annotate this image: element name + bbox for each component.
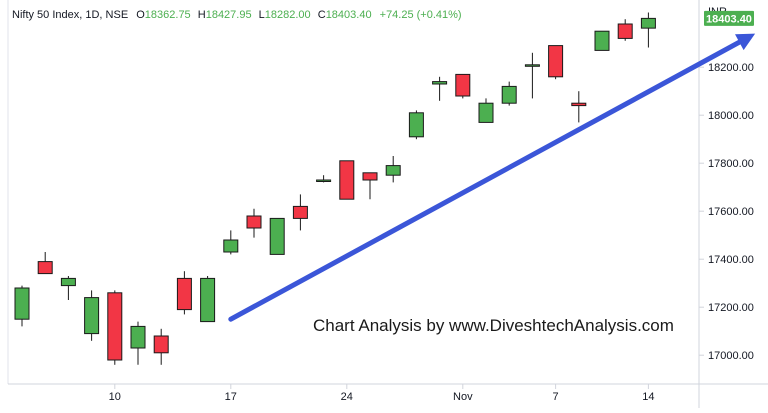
candle-body-up[interactable]	[14, 287, 30, 320]
y-tick-label: 17800.00	[708, 158, 754, 170]
candle-body-down[interactable]	[548, 45, 564, 78]
candle-body-up[interactable]	[408, 112, 424, 138]
candle-body-down[interactable]	[107, 292, 123, 361]
x-axis-ticks: 10 17 24 Nov 7 14	[109, 384, 655, 403]
change-value: +74.25 (+0.41%)	[380, 9, 462, 21]
y-tick-label: 18000.00	[708, 110, 754, 122]
last-price-badge-text: 18403.40	[706, 13, 752, 25]
candle-body-down[interactable]	[176, 277, 192, 311]
close-value: 18403.40	[326, 9, 372, 21]
candle-body-up[interactable]	[200, 277, 216, 323]
candle-body-down[interactable]	[339, 160, 355, 200]
y-tick-label: 17400.00	[708, 254, 754, 266]
candle-body-down[interactable]	[455, 73, 471, 97]
candle-body-down[interactable]	[37, 261, 53, 275]
y-tick-label: 17000.00	[708, 350, 754, 362]
candle-body-up[interactable]	[223, 239, 239, 253]
candle-body-up[interactable]	[594, 30, 610, 51]
x-tick-label: 17	[225, 391, 237, 403]
candle-body-up[interactable]	[60, 277, 76, 287]
candle-body-down[interactable]	[153, 335, 169, 354]
high-value: 18427.95	[206, 9, 252, 21]
ohlc-header: Nifty 50 Index, 1D, NSE O18362.75 H18427…	[12, 9, 462, 21]
high-label: H	[198, 9, 206, 21]
candle-body-down[interactable]	[292, 205, 308, 219]
open-label: O	[136, 9, 145, 21]
low-value: 18282.00	[265, 9, 311, 21]
candle-body-down[interactable]	[246, 215, 262, 229]
trend-arrow-head	[735, 33, 756, 51]
open-value: 18362.75	[145, 9, 191, 21]
watermark-text: Chart Analysis by www.DiveshtechAnalysis…	[313, 316, 674, 335]
y-tick-label: 17600.00	[708, 206, 754, 218]
trend-arrow-shaft	[228, 39, 742, 322]
symbol-label: Nifty 50 Index, 1D, NSE	[12, 9, 128, 21]
x-tick-label: 10	[109, 391, 121, 403]
candle-body-up[interactable]	[640, 17, 656, 29]
candles-layer	[14, 12, 656, 365]
candle-body-up[interactable]	[432, 81, 448, 85]
candle-body-down[interactable]	[571, 102, 587, 107]
candle-body-up[interactable]	[269, 217, 285, 255]
x-tick-label: 14	[642, 391, 654, 403]
candle-body-up[interactable]	[524, 64, 540, 67]
x-tick-label: 7	[553, 391, 559, 403]
low-label: L	[259, 9, 265, 21]
trend-arrow	[228, 33, 756, 322]
y-tick-label: 17200.00	[708, 302, 754, 314]
candle-body-up[interactable]	[478, 102, 494, 123]
candle-body-up[interactable]	[316, 179, 332, 182]
y-tick-label: 18200.00	[708, 62, 754, 74]
close-label: C	[318, 9, 326, 21]
candle-body-up[interactable]	[130, 325, 146, 349]
candle-body-down[interactable]	[617, 23, 633, 39]
candle-body-up[interactable]	[84, 297, 100, 335]
candle-body-up[interactable]	[501, 85, 517, 104]
x-tick-label: 24	[341, 391, 353, 403]
last-price-badge-bg	[704, 10, 754, 26]
candle-body-down[interactable]	[362, 172, 378, 181]
x-tick-label: Nov	[453, 391, 473, 403]
last-price-badge: 18403.40	[704, 10, 754, 26]
candle-body-up[interactable]	[385, 165, 401, 176]
y-axis-ticks: 17000.00 17200.00 17400.00 17600.00 17800.00…	[699, 62, 754, 362]
